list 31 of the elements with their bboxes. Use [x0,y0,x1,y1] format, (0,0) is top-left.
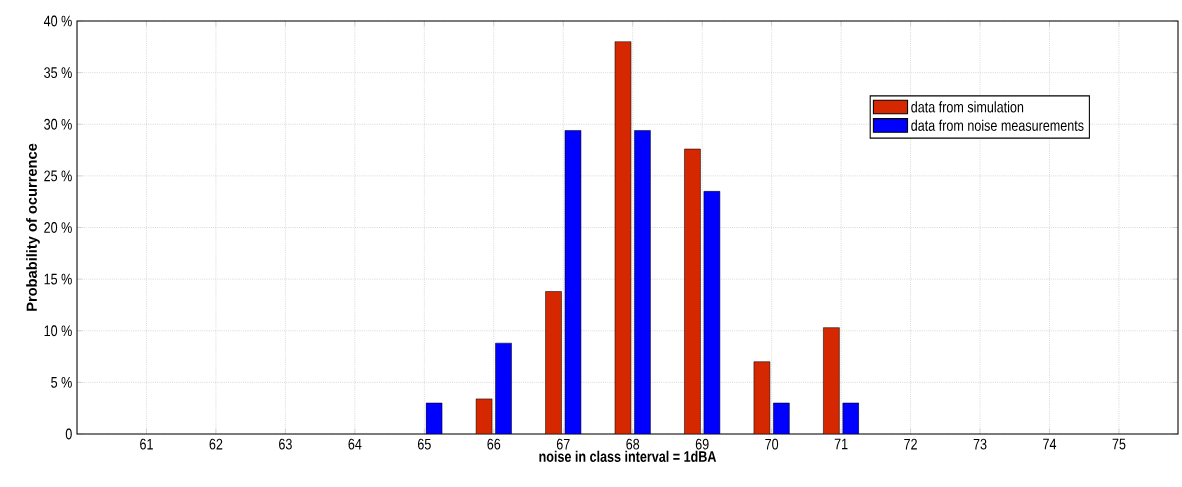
y-axis-title: Probability of ocurrence [26,143,40,311]
legend-label: data from noise measurements [911,119,1084,131]
x-tick-label: 66 [487,438,501,450]
x-axis-title: noise in class interval = 1dBA [539,450,717,462]
y-tick-label: 35 % [44,67,72,79]
x-tick-label: 65 [417,438,431,450]
x-tick-label: 72 [904,438,917,450]
x-tick-label: 70 [765,438,779,450]
x-tick-label: 62 [209,438,223,450]
y-tick-label: 30 % [44,118,72,130]
y-tick-label: 15 % [44,273,72,285]
y-tick-label: 40 % [43,15,72,27]
x-tick-label: 61 [140,438,153,450]
x-tick-label: 63 [279,438,292,450]
legend-label: data from simulation [911,101,1024,113]
bar [823,327,840,434]
x-tick-label: 73 [973,438,987,450]
x-tick-label: 69 [695,438,709,450]
x-tick-label: 68 [626,438,640,450]
bar [545,291,562,434]
x-tick-label: 75 [1112,438,1126,450]
y-tick-label: 20 % [44,222,72,233]
x-tick-label: 71 [834,438,848,450]
x-tick-label: 74 [1043,438,1057,450]
y-tick-label: 0 [65,428,72,440]
y-tick-label: 10 % [44,325,72,337]
x-tick-label: 67 [556,438,570,450]
x-tick-label: 64 [348,438,362,450]
bar [684,148,701,434]
y-tick-label: 25 % [44,170,72,182]
y-tick-label: 5 % [51,376,72,388]
